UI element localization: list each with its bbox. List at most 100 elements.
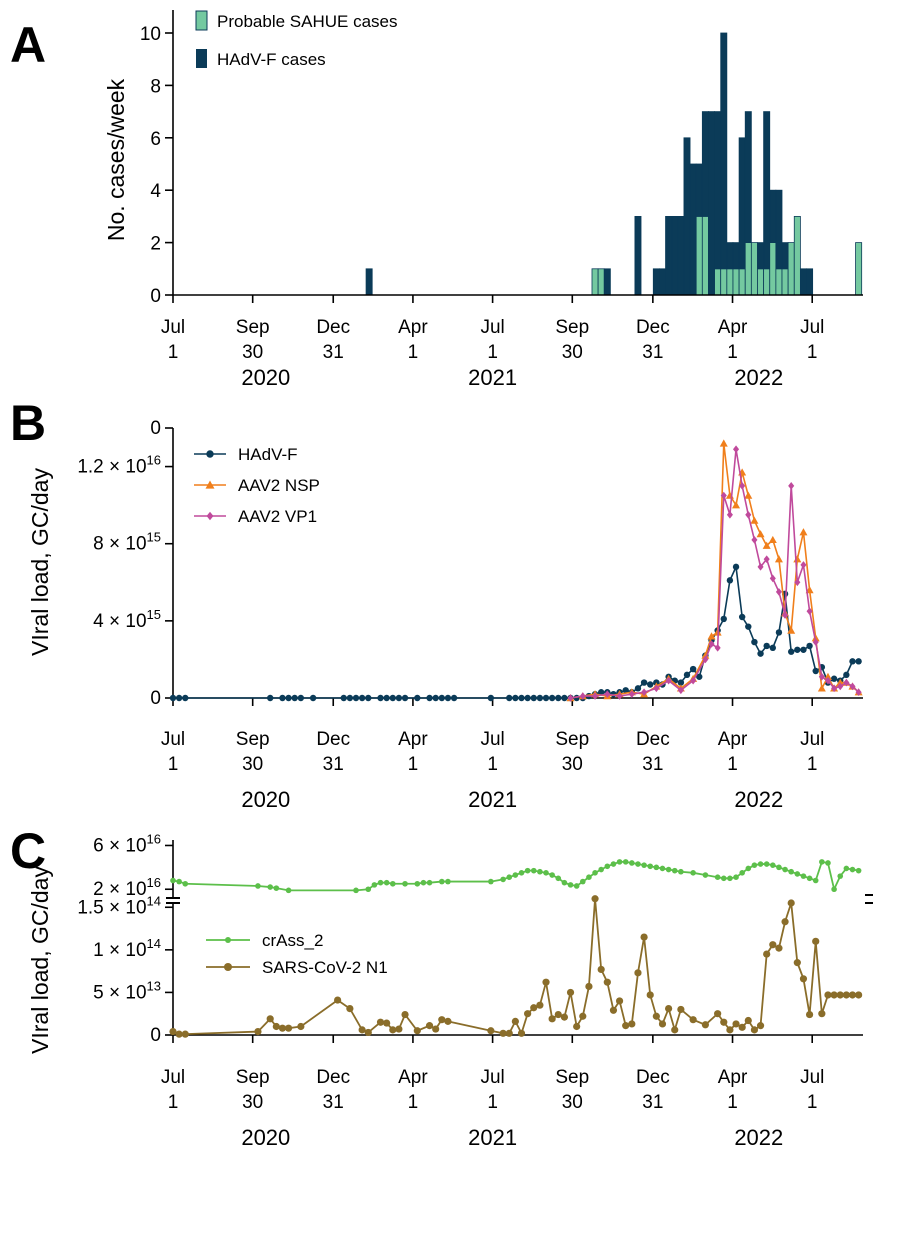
- panel-c-point-0: [255, 883, 261, 889]
- panel-b-point-1: [732, 501, 741, 509]
- panel-c-point-0: [402, 880, 408, 887]
- panel-letter-c: C: [10, 823, 46, 879]
- bar-hadvf: [365, 268, 373, 296]
- panel-c-axes: 2 × 1016 6 × 1016 0 5 × 1013 1 × 1014 1.5 × 1…: [77, 831, 873, 1150]
- panel-b-point-2: [745, 510, 752, 519]
- panel-a-x-tick-label: 30: [242, 342, 263, 363]
- panel-a-x-tick-label: Apr: [398, 317, 428, 338]
- panel-c-lower-y-tick-label: 0: [150, 1025, 161, 1046]
- bar-sahue: [744, 242, 752, 296]
- panel-c-point-1: [591, 895, 599, 903]
- panel-b-point-1: [768, 535, 777, 544]
- panel-c-point-0: [518, 870, 525, 876]
- panel-b-point-0: [763, 642, 770, 650]
- bar-sahue: [714, 268, 722, 296]
- panel-c-point-0: [377, 879, 384, 886]
- panel-b-point-0: [530, 694, 537, 702]
- panel-c-point-1: [689, 1016, 697, 1024]
- panel-c-point-1: [278, 1024, 287, 1032]
- panel-b-point-0: [640, 679, 648, 686]
- panel-b-legend-label: AAV2 NSP: [238, 476, 320, 495]
- panel-b-point-0: [432, 694, 439, 702]
- panel-c-point-0: [678, 868, 684, 875]
- panel-b-x-tick-label: 31: [323, 754, 344, 775]
- panel-c-point-0: [586, 874, 592, 881]
- panel-c-x-tick-label: 30: [562, 1092, 583, 1113]
- panel-c-point-1: [585, 982, 593, 991]
- panel-a-x-tick-label: Jul: [161, 317, 185, 338]
- panel-b-point-0: [506, 694, 513, 702]
- panel-c-x-tick-label: Jul: [161, 1067, 185, 1088]
- panel-c-point-1: [793, 959, 801, 967]
- panel-b-y-tick-label: 4 × 1015: [93, 607, 161, 632]
- panel-b-point-0: [647, 681, 654, 688]
- panel-c-point-0: [365, 886, 372, 893]
- panel-c-point-1: [818, 1010, 826, 1018]
- bar-sahue: [769, 242, 777, 296]
- panel-b-x-tick-label: 1: [168, 754, 179, 775]
- bar-hadvf: [701, 111, 709, 217]
- panel-c-legend-label: crAss_2: [262, 931, 323, 950]
- panel-b-chart: VIral load, GC/day 0 4 × 1015 8 × 1015 1.2 …: [27, 418, 863, 812]
- panel-b-point-2: [653, 684, 660, 693]
- panel-c-point-1: [524, 1010, 532, 1018]
- panel-b-point-2: [824, 676, 832, 685]
- panel-b-point-0: [266, 694, 274, 702]
- panel-b-y-tick-label: 0: [150, 688, 161, 709]
- panel-c-point-1: [615, 997, 624, 1005]
- panel-b-point-0: [438, 694, 446, 702]
- panel-b-point-1: [744, 491, 753, 499]
- panel-c-point-0: [414, 880, 421, 887]
- bar-hadvf: [714, 111, 722, 270]
- panel-c-point-1: [597, 965, 605, 974]
- panel-a-y-tick-label: 4: [150, 181, 161, 202]
- panel-b-point-2: [831, 684, 838, 693]
- panel-b-y-tick-label: 1.2 × 1016: [77, 453, 161, 478]
- panel-c-x-tick-label: Jul: [800, 1067, 824, 1088]
- panel-c-chart: VIral load, GC/day 2 × 1016 6 × 1016 0 5 × …: [27, 831, 873, 1150]
- panel-c-point-0: [592, 870, 598, 876]
- bar-sahue: [855, 242, 863, 296]
- panel-b-legend-marker: [206, 511, 214, 521]
- panel-b-x-tick-label: Sep: [555, 729, 589, 750]
- bar-hadvf: [781, 242, 789, 270]
- panel-c-point-0: [855, 867, 862, 874]
- panel-c-point-1: [848, 991, 857, 999]
- panel-c-point-0: [831, 886, 837, 893]
- panel-c-point-1: [658, 1020, 667, 1028]
- panel-a-x-tick-label: 1: [727, 342, 738, 363]
- panel-c-lower-y-tick-label: 5 × 1013: [93, 978, 161, 1003]
- bar-hadvf: [695, 163, 703, 217]
- panel-c-point-1: [769, 941, 777, 949]
- panel-c-point-1: [517, 1029, 526, 1037]
- panel-b-x-tick-label: Jul: [480, 729, 504, 750]
- panel-a-x-tick-label: Dec: [316, 317, 350, 338]
- panel-c-legend-label: SARS-CoV-2 N1: [262, 958, 388, 977]
- bar-hadvf: [652, 268, 660, 296]
- panel-c-x-tick-label: Dec: [636, 1067, 670, 1088]
- panel-c-point-0: [537, 868, 543, 875]
- panel-c-point-1: [432, 1025, 440, 1033]
- panel-b-point-1: [793, 555, 802, 563]
- panel-c-point-1: [775, 944, 783, 952]
- panel-b-point-0: [806, 642, 813, 650]
- bar-hadvf: [744, 111, 752, 243]
- panel-c-point-0: [371, 882, 378, 888]
- panel-a-x-tick-label: Sep: [555, 317, 589, 338]
- panel-b-point-2: [794, 578, 801, 587]
- panel-c-point-0: [182, 880, 189, 887]
- panel-b-x-tick-label: 1: [807, 754, 818, 775]
- panel-b-point-0: [346, 694, 354, 702]
- panel-c-point-1: [181, 1030, 189, 1038]
- panel-c-point-0: [702, 872, 709, 878]
- panel-c-point-0: [524, 867, 531, 874]
- panel-b-legend-label: AAV2 VP1: [238, 507, 317, 526]
- bar-sahue: [763, 268, 771, 296]
- panel-c-point-0: [512, 872, 519, 878]
- panel-c-x-tick-label: Dec: [316, 1067, 350, 1088]
- panel-c-point-0: [273, 885, 280, 891]
- panel-b-point-0: [561, 694, 568, 702]
- panel-c-point-1: [530, 1004, 538, 1012]
- panel-c-point-1: [444, 1017, 452, 1025]
- panel-b-point-1: [811, 634, 820, 642]
